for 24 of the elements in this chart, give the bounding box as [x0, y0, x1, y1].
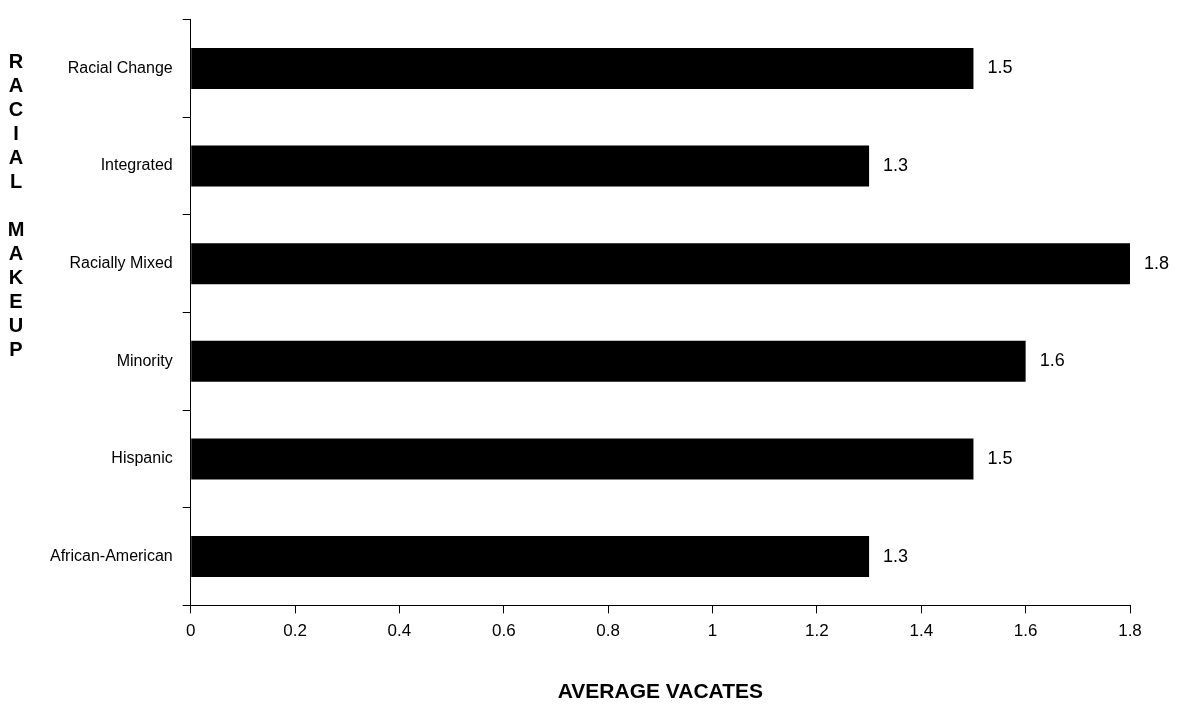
x-tick-label: 1.4 [909, 621, 934, 641]
x-tick-label: 0.6 [491, 621, 516, 641]
data-label: 1.6 [1039, 350, 1065, 371]
x-tick-label: 1.8 [1118, 621, 1142, 641]
data-label: 1.5 [987, 57, 1013, 78]
x-tick-label: 0 [185, 621, 196, 641]
x-tick-label: 1.6 [1013, 621, 1038, 641]
x-tick-label: 1 [707, 621, 718, 641]
x-tick-label: 1.2 [805, 621, 829, 641]
data-label: 1.3 [883, 545, 909, 566]
y-tick-label: Minority [116, 351, 173, 369]
x-tick-label: 0.8 [596, 621, 620, 641]
x-tick-label: 0.4 [387, 621, 412, 641]
data-label: 1.5 [987, 447, 1013, 468]
y-tick-label: Racial Change [67, 58, 173, 76]
y-axis-title: RACIAL MAKEUP [4, 50, 28, 362]
x-axis-title: AVERAGE VACATES [557, 679, 764, 703]
x-tick-label: 0.2 [283, 621, 307, 641]
y-tick-label: African-American [50, 546, 173, 564]
data-label: 1.3 [883, 155, 909, 176]
y-tick-label: Integrated [100, 156, 173, 174]
y-tick-label: Racially Mixed [69, 254, 173, 272]
y-tick-label: Hispanic [111, 449, 173, 467]
data-label: 1.8 [1144, 252, 1170, 273]
